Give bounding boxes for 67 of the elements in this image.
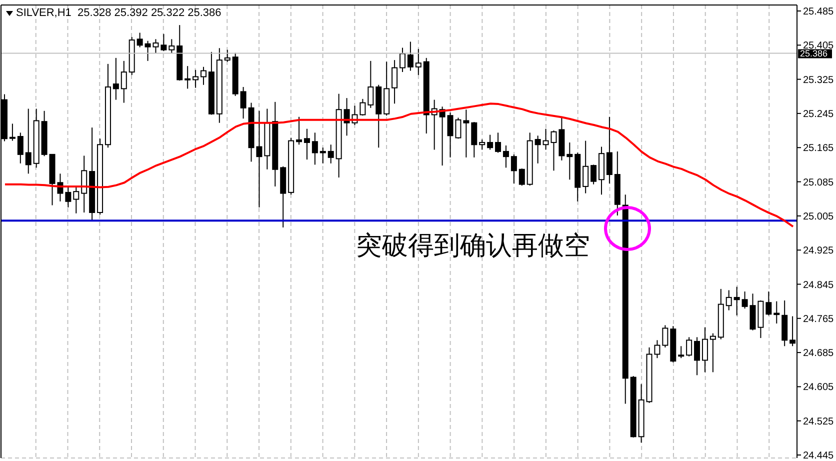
candlestick xyxy=(120,60,127,104)
candlestick xyxy=(224,49,230,62)
candlestick xyxy=(479,138,486,150)
y-tick-label: 24.845 xyxy=(803,280,834,291)
candlestick xyxy=(726,290,732,311)
candlestick xyxy=(710,332,716,373)
candlestick xyxy=(662,324,668,348)
candlestick xyxy=(65,186,72,208)
candlestick xyxy=(495,132,502,154)
y-tick-label: 24.445 xyxy=(803,450,834,461)
candlestick xyxy=(582,140,589,194)
candlestick xyxy=(184,66,191,90)
candlestick xyxy=(112,57,119,100)
y-tick-label: 25.165 xyxy=(803,143,834,154)
annotation: 突破得到确认再做空 xyxy=(356,230,590,263)
candlestick xyxy=(200,66,206,86)
candlestick xyxy=(502,144,509,168)
candlestick xyxy=(320,147,326,164)
candlestick xyxy=(328,144,334,164)
y-tick-label: 25.485 xyxy=(803,6,834,18)
candlestick xyxy=(510,154,517,184)
y-tick-label: 25.005 xyxy=(803,211,834,222)
candlestick xyxy=(415,48,422,76)
candlestick xyxy=(518,168,525,186)
candlestick xyxy=(471,121,478,158)
y-tick-label: 24.525 xyxy=(803,416,834,428)
candlestick xyxy=(73,186,80,214)
candlestick xyxy=(304,128,310,160)
y-tick-label: 24.925 xyxy=(803,246,834,257)
y-tick-label: 24.685 xyxy=(803,348,834,360)
candlestick xyxy=(192,69,199,88)
candlestick xyxy=(392,60,398,104)
candlestick xyxy=(774,300,780,324)
candlestick xyxy=(400,47,406,73)
candlestick xyxy=(136,32,143,48)
candlestick xyxy=(534,135,541,164)
candlestick xyxy=(17,132,24,164)
candlestick xyxy=(606,116,612,184)
candlestick xyxy=(463,109,470,158)
candlestick xyxy=(686,336,692,357)
y-tick-label: 24.605 xyxy=(803,382,834,394)
candlestick xyxy=(168,38,175,54)
line-series xyxy=(4,102,794,228)
y-tick-label: 25.325 xyxy=(803,74,834,86)
candlestick xyxy=(81,155,88,213)
candlestick xyxy=(296,116,302,146)
candlestick xyxy=(702,326,708,373)
y-tick-label: 25.085 xyxy=(803,177,834,188)
candlestick xyxy=(240,86,246,120)
candlestick xyxy=(9,123,16,142)
candlestick xyxy=(312,132,318,166)
y-tick-label: 24.765 xyxy=(803,314,834,325)
chart-title: SILVER,H1 25.328 25.392 25.322 25.386 xyxy=(16,7,222,19)
candlestick xyxy=(487,134,494,150)
candlestick xyxy=(694,336,700,376)
candlestick xyxy=(766,290,772,316)
candlestick xyxy=(590,164,597,185)
candlestick xyxy=(360,98,366,116)
candlestick xyxy=(368,60,374,108)
candlestick xyxy=(734,286,740,316)
ref-line-label: 25.386 xyxy=(800,48,828,59)
candlestick xyxy=(407,41,414,72)
candlestick xyxy=(678,346,684,359)
y-tick-label: 25.245 xyxy=(803,108,834,120)
candlestick xyxy=(566,142,573,180)
candlestick xyxy=(25,108,32,174)
candlestick xyxy=(160,34,167,52)
